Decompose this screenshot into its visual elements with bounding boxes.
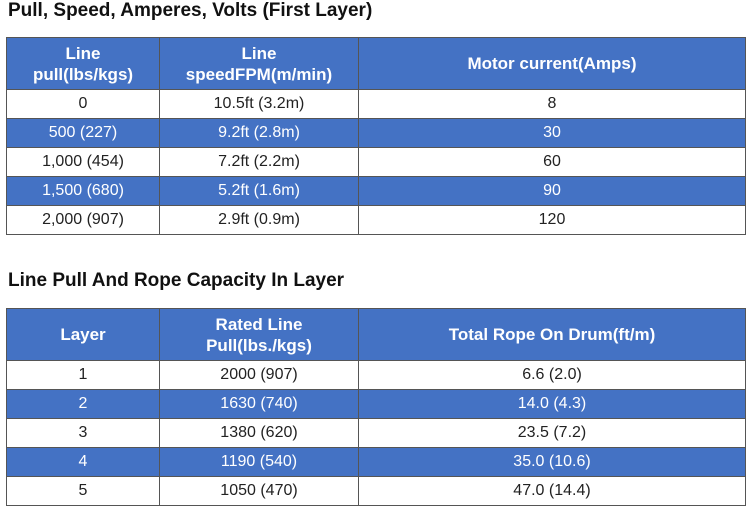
table-body: 0 10.5ft (3.2m) 8 500 (227) 9.2ft (2.8m) 30 1,… bbox=[6, 89, 746, 235]
header-line: Pull(lbs./kgs) bbox=[206, 335, 312, 355]
table-row: 5 1050 (470) 47.0 (14.4) bbox=[6, 476, 746, 506]
table-row: 1 2000 (907) 6.6 (2.0) bbox=[6, 360, 746, 390]
table-cell: 1190 (540) bbox=[159, 447, 359, 477]
header-cell: Line pull(lbs/kgs) bbox=[6, 37, 160, 90]
table-cell: 23.5 (7.2) bbox=[358, 418, 746, 448]
table-cell: 1,000 (454) bbox=[6, 147, 160, 177]
table-row: 3 1380 (620) 23.5 (7.2) bbox=[6, 418, 746, 448]
header-cell: Layer bbox=[6, 308, 160, 361]
table-cell: 2,000 (907) bbox=[6, 205, 160, 235]
header-line: Line bbox=[241, 43, 277, 63]
table-cell: 30 bbox=[358, 118, 746, 148]
table-body: 1 2000 (907) 6.6 (2.0) 2 1630 (740) 14.0 (4.3… bbox=[6, 360, 746, 506]
table-row: 2,000 (907) 2.9ft (0.9m) 120 bbox=[6, 205, 746, 235]
header-line: Motor current(Amps) bbox=[467, 54, 637, 73]
table-cell: 1380 (620) bbox=[159, 418, 359, 448]
table-cell: 1050 (470) bbox=[159, 476, 359, 506]
header-line: Layer bbox=[60, 325, 106, 344]
header-line: Rated Line bbox=[215, 314, 303, 334]
table-head: Line pull(lbs/kgs) Line speedFPM(m/min) Moto… bbox=[6, 37, 746, 90]
table-cell: 9.2ft (2.8m) bbox=[159, 118, 359, 148]
table-row: 500 (227) 9.2ft (2.8m) 30 bbox=[6, 118, 746, 148]
header-cell: Motor current(Amps) bbox=[358, 37, 746, 90]
table-cell: 90 bbox=[358, 176, 746, 206]
section-title: Line Pull And Rope Capacity In Layer bbox=[8, 270, 345, 291]
table-cell: 4 bbox=[6, 447, 160, 477]
header-cell: Line speedFPM(m/min) bbox=[159, 37, 359, 90]
table-cell: 1,500 (680) bbox=[6, 176, 160, 206]
table-cell: 2000 (907) bbox=[159, 360, 359, 390]
section-title: Pull, Speed, Amperes, Volts (First Layer… bbox=[8, 0, 373, 21]
table-cell: 1 bbox=[6, 360, 160, 390]
header-line: Total Rope On Drum(ft/m) bbox=[448, 325, 656, 344]
table-cell: 5.2ft (1.6m) bbox=[159, 176, 359, 206]
header-line: speedFPM(m/min) bbox=[185, 64, 333, 84]
table-cell: 7.2ft (2.2m) bbox=[159, 147, 359, 177]
table-cell: 0 bbox=[6, 89, 160, 119]
header-row: Line pull(lbs/kgs) Line speedFPM(m/min) Moto… bbox=[6, 37, 746, 90]
table-row: 1,000 (454) 7.2ft (2.2m) 60 bbox=[6, 147, 746, 177]
table-cell: 14.0 (4.3) bbox=[358, 389, 746, 419]
table-cell: 5 bbox=[6, 476, 160, 506]
table-cell: 6.6 (2.0) bbox=[358, 360, 746, 390]
data-table: Layer Rated Line Pull(lbs./kgs) Total Rope … bbox=[6, 308, 746, 506]
table-cell: 2 bbox=[6, 389, 160, 419]
table-cell: 3 bbox=[6, 418, 160, 448]
table-cell: 35.0 (10.6) bbox=[358, 447, 746, 477]
data-table: Line pull(lbs/kgs) Line speedFPM(m/min) Moto… bbox=[6, 37, 746, 235]
table-cell: 1630 (740) bbox=[159, 389, 359, 419]
header-line: Line bbox=[65, 43, 101, 63]
table-row: 4 1190 (540) 35.0 (10.6) bbox=[6, 447, 746, 477]
header-line: pull(lbs/kgs) bbox=[32, 64, 134, 84]
header-cell: Total Rope On Drum(ft/m) bbox=[358, 308, 746, 361]
table-cell: 120 bbox=[358, 205, 746, 235]
table-row: 1,500 (680) 5.2ft (1.6m) 90 bbox=[6, 176, 746, 206]
table-cell: 8 bbox=[358, 89, 746, 119]
table-cell: 47.0 (14.4) bbox=[358, 476, 746, 506]
table-row: 0 10.5ft (3.2m) 8 bbox=[6, 89, 746, 119]
table-row: 2 1630 (740) 14.0 (4.3) bbox=[6, 389, 746, 419]
table-cell: 60 bbox=[358, 147, 746, 177]
table-cell: 10.5ft (3.2m) bbox=[159, 89, 359, 119]
table-head: Layer Rated Line Pull(lbs./kgs) Total Rope … bbox=[6, 308, 746, 361]
header-row: Layer Rated Line Pull(lbs./kgs) Total Rope … bbox=[6, 308, 746, 361]
table-cell: 2.9ft (0.9m) bbox=[159, 205, 359, 235]
table-cell: 500 (227) bbox=[6, 118, 160, 148]
header-cell: Rated Line Pull(lbs./kgs) bbox=[159, 308, 359, 361]
